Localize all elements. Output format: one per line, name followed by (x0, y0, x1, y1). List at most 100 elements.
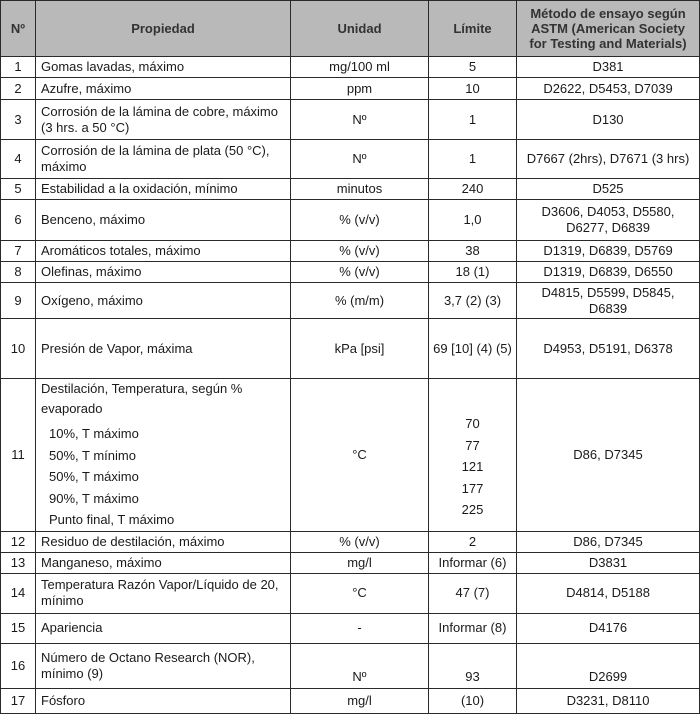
row-number: 6 (0, 199, 36, 241)
property-cell: Presión de Vapor, máxima (35, 318, 291, 379)
subitem-limit: 77 (465, 437, 480, 453)
property-cell: Olefinas, máximo (35, 261, 291, 283)
limit-cell: 10 (428, 77, 517, 100)
property-cell: Residuo de destilación, máximo (35, 530, 291, 553)
table-body: 1 Gomas lavadas, máximo mg/100 ml 5 D381 2 Azu… (0, 56, 700, 714)
subitem-label: 50%, T mínimo (49, 447, 136, 463)
unit-cell: Nº (290, 642, 429, 689)
limit-cell: 69 [10] (4) (5) (428, 318, 517, 379)
row-number: 11 (0, 378, 36, 532)
method-cell: D525 (516, 178, 700, 200)
table-row: 7 Aromáticos totales, máximo% (v/v) 38 D131… (0, 240, 700, 262)
table-row: 16 Número de Octano Research (NOR), mínim… (0, 642, 700, 689)
row-number: 15 (0, 612, 36, 644)
subitem-label: 10%, T máximo (49, 426, 139, 441)
table-row: 5 Estabilidad a la oxidación, mínimo minut… (0, 178, 700, 200)
property-cell: Oxígeno, máximo (35, 282, 291, 319)
property-cell: Corrosión de la lámina de cobre, máximo … (35, 99, 291, 140)
row-number: 2 (0, 77, 36, 100)
row-number: 17 (0, 687, 36, 714)
method-cell: D381 (516, 56, 700, 78)
table-row: 3 Corrosión de la lámina de cobre, máximo… (0, 99, 700, 140)
subitem-label: 50%, T máximo (49, 469, 139, 484)
table-row: 9 Oxígeno, máximo% (m/m) 3,7 (2) (3) D4815,… (0, 282, 700, 319)
header-limit: Límite (428, 0, 517, 57)
method-cell: D3606, D4053, D5580, D6277, D6839 (516, 199, 700, 241)
header-row: Nº Propiedad Unidad Límite Método de ens… (0, 0, 700, 57)
method-cell: D4176 (516, 612, 700, 644)
unit-cell: % (v/v) (290, 199, 429, 241)
unit-cell: °C (290, 572, 429, 614)
table-row: 2 Azufre, máximo ppm 10 D2622, D5453, D7039 (0, 77, 700, 100)
unit-cell: ppm (290, 77, 429, 100)
row-number: 5 (0, 178, 36, 200)
table-row: 6 Benceno, máximo% (v/v) 1,0 D3606, D4053, … (0, 199, 700, 241)
limit-cell: 93 (428, 642, 517, 689)
header-method: Método de ensayo según ASTM (American So… (516, 0, 700, 57)
limit-cell: 47 (7) (428, 572, 517, 614)
header-unit: Unidad (290, 0, 429, 57)
property-cell: Temperatura Razón Vapor/Líquido de 20, m… (35, 572, 291, 614)
unit-cell: mg/l (290, 687, 429, 714)
limit-cell: Informar (6) (428, 551, 517, 574)
row-number: 8 (0, 261, 36, 283)
method-cell: D130 (516, 99, 700, 140)
row-number: 14 (0, 572, 36, 614)
property-cell: Azufre, máximo (35, 77, 291, 100)
limit-cell: 18 (1) (428, 261, 517, 283)
subitem-limit: 225 (461, 502, 484, 517)
row-number: 9 (0, 282, 36, 319)
header-num: Nº (0, 0, 36, 57)
limit-cell: 3,7 (2) (3) (428, 282, 517, 319)
table-row: 14 Temperatura Razón Vapor/Líquido de 20,… (0, 572, 700, 614)
unit-cell: minutos (290, 178, 429, 200)
limit-cell: 2 (428, 530, 517, 553)
table-row: 17 Fósforo mg/l (10) D3231, D8110 (0, 687, 700, 714)
unit-cell: Nº (290, 139, 429, 179)
method-cell: D2699 (516, 642, 700, 689)
property-cell: Gomas lavadas, máximo (35, 56, 291, 78)
method-cell: D86, D7345 (516, 530, 700, 553)
limit-cell: Informar (8) (428, 612, 517, 644)
header-property: Propiedad (35, 0, 291, 57)
property-cell: Destilación, Temperatura, según % evapor… (35, 378, 291, 532)
property-cell: Apariencia (35, 612, 291, 644)
method-cell: D1319, D6839, D5769 (516, 240, 700, 262)
subitem-label: 90%, T máximo (49, 490, 139, 506)
unit-cell: % (v/v) (290, 240, 429, 262)
method-cell: D86, D7345 (516, 378, 700, 532)
subitem-limit: 121 (461, 459, 484, 474)
method-cell: D2622, D5453, D7039 (516, 77, 700, 100)
table-row: 4 Corrosión de la lámina de plata (50 °C)… (0, 139, 700, 179)
row-number: 16 (0, 642, 36, 689)
property-cell: Fósforo (35, 687, 291, 714)
method-cell: D3231, D8110 (516, 687, 700, 714)
property-cell: Corrosión de la lámina de plata (50 °C),… (35, 139, 291, 179)
limit-cell: 240 (428, 178, 517, 200)
method-cell: D4815, D5599, D5845, D6839 (516, 282, 700, 319)
row-number: 1 (0, 56, 36, 78)
unit-cell: Nº (290, 99, 429, 140)
table-row: 8 Olefinas, máximo% (v/v) 18 (1) D1319, D68… (0, 261, 700, 283)
row-number: 3 (0, 99, 36, 140)
method-cell: D4814, D5188 (516, 572, 700, 614)
method-cell: D4953, D5191, D6378 (516, 318, 700, 379)
subitem-limit: 70 (465, 416, 480, 431)
row-number: 13 (0, 551, 36, 574)
property-text: Destilación, Temperatura, según % evapor… (41, 381, 243, 416)
method-cell: D1319, D6839, D6550 (516, 261, 700, 283)
unit-cell: mg/l (290, 551, 429, 574)
table-row: 12 Residuo de destilación, máximo% (v/v) 2… (0, 530, 700, 553)
limit-cell: 1 (428, 99, 517, 140)
property-cell: Número de Octano Research (NOR), mínimo … (35, 642, 291, 689)
row-number: 4 (0, 139, 36, 179)
property-cell: Aromáticos totales, máximo (35, 240, 291, 262)
unit-cell: - (290, 612, 429, 644)
method-cell: D3831 (516, 551, 700, 574)
table-row: 10 Presión de Vapor, máxima kPa [psi] 69 [1… (0, 318, 700, 379)
unit-cell: °C (290, 378, 429, 532)
table-row: 1 Gomas lavadas, máximo mg/100 ml 5 D381 (0, 56, 700, 78)
subitem-limit: 177 (461, 480, 484, 496)
row-number: 10 (0, 318, 36, 379)
property-cell: Manganeso, máximo (35, 551, 291, 574)
